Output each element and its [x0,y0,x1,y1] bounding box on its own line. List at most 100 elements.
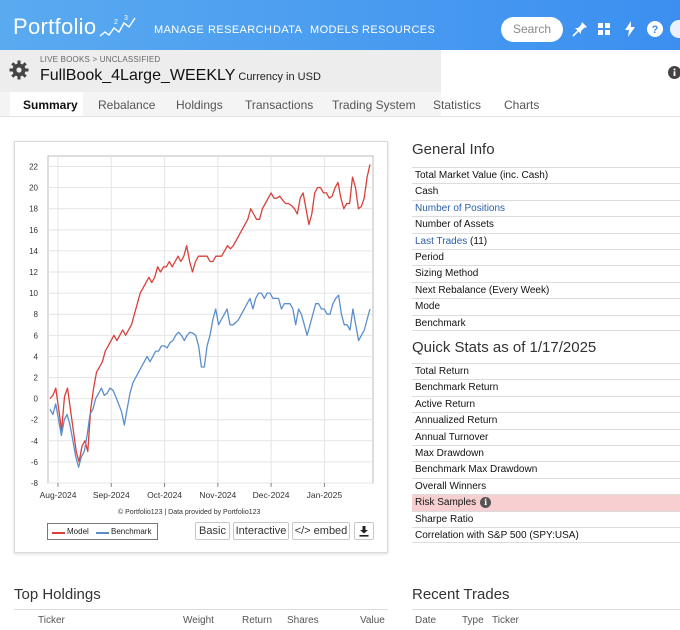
legend-benchmark-label: Benchmark [111,527,152,536]
trades-col-ticker[interactable]: Ticker [492,615,519,626]
holdings-col-value[interactable]: Value [360,615,385,626]
holdings-col-shares[interactable]: Shares [287,615,319,626]
general-info-row: Cash [412,183,680,199]
y-tick-label: -4 [31,437,39,446]
tab-holdings[interactable]: Holdings [176,98,223,112]
y-tick-label: 2 [34,374,39,383]
legend-benchmark-swatch [96,532,109,534]
embed-button[interactable]: </> embed [292,522,350,540]
quick-stats-label: Correlation with S&P 500 (SPY:USA) [415,529,579,541]
tab-transactions[interactable]: Transactions [245,98,314,112]
holdings-col-weight[interactable]: Weight [183,615,214,626]
quick-stats-row: Active Return [412,395,680,412]
quick-stats-label: Overall Winners [415,480,487,492]
trades-col-date[interactable]: Date [415,615,437,626]
quick-stats-row: Risk Samples i [412,494,680,511]
general-info-row: Next Rebalance (Every Week) [412,281,680,298]
trades-col-type[interactable]: Type [462,615,484,626]
tab-charts[interactable]: Charts [504,98,540,112]
quick-stats-label: Annualized Return [415,415,498,427]
holdings-col-return[interactable]: Return [242,615,273,626]
tab-rebalance[interactable]: Rebalance [98,98,156,112]
general-info-row: Number of Assets [412,216,680,232]
holdings-col-ticker[interactable]: Ticker [38,615,65,626]
svg-text:2: 2 [114,19,118,26]
general-info-label: Total Market Value (inc. Cash) [415,170,549,181]
user-icon[interactable] [669,19,680,39]
general-info-label[interactable]: Number of Positions [415,202,506,214]
general-info-label: Cash [415,186,439,198]
basic-chart-button[interactable]: Basic [195,522,230,540]
top-holdings-title: Top Holdings [14,586,101,603]
search-input[interactable]: Search [501,17,563,42]
quick-stats-row: Annual Turnover [412,428,680,445]
quick-stats-label: Benchmark Max Drawdown [415,464,538,476]
download-button[interactable] [354,522,374,540]
nav-research[interactable]: RESEARCH [208,24,273,36]
breadcrumb[interactable]: LIVE BOOKS > UNCLASSIFIED [40,55,161,64]
y-tick-label: -2 [31,416,39,425]
info-icon[interactable]: i [480,497,492,509]
interactive-chart-button[interactable]: Interactive [233,522,289,540]
nav-data[interactable]: DATA [273,24,303,36]
series-line-benchmark[interactable] [49,292,371,468]
nav-resources[interactable]: RESOURCES [362,24,436,36]
quick-stats-label: Annual Turnover [415,431,489,443]
recent-trades-title: Recent Trades [412,586,510,603]
y-tick-label: 16 [29,226,38,235]
grid-icon[interactable] [594,19,614,39]
quick-stats-row: Total Return [412,363,680,379]
active-tab-background [10,92,83,116]
book-name: FullBook_4Large_WEEKLY [40,67,236,84]
quick-stats-row: Annualized Return [412,412,680,428]
y-tick-label: 6 [34,331,39,340]
x-tick-label: Oct-2024 [147,490,182,500]
tab-trading-system[interactable]: Trading System [332,98,416,112]
general-info-row: Period [412,248,680,265]
x-tick-label: Aug-2024 [40,490,77,500]
tab-statistics[interactable]: Statistics [433,98,482,112]
tab-summary[interactable]: Summary [23,98,78,112]
help-icon[interactable]: ? [645,19,665,39]
quick-stats-label: Sharpe Ratio [415,513,474,525]
chart-credit: © Portfolio123 | Data provided by Portfo… [118,509,261,516]
general-info-label: Benchmark [415,317,466,329]
legend-model-swatch [52,532,65,534]
gear-icon[interactable] [9,60,29,80]
quick-stats-label: Benchmark Return [415,382,499,394]
general-info-label[interactable]: Last Trades [415,235,468,247]
quick-stats-row: Overall Winners [412,477,680,494]
general-info-title: General Info [412,141,495,158]
quick-stats-row: Max Drawdown [412,444,680,461]
general-info-row: Total Market Value (inc. Cash) [412,167,680,183]
page-title: FullBook_4Large_WEEKLY Currency in USD [40,67,321,85]
y-tick-label: 14 [29,247,38,256]
nav-models[interactable]: MODELS [310,24,359,36]
book-header [0,50,441,92]
x-tick-label: Jan-2025 [307,490,343,500]
logo[interactable]: Portfolio [13,14,97,39]
general-info-row[interactable]: Number of Positions [412,199,680,216]
y-tick-label: 4 [34,352,39,361]
general-info-row[interactable]: Last Trades (11) [412,232,680,249]
trades-table-header [412,609,680,630]
pin-icon[interactable] [570,19,590,39]
x-tick-label: Dec-2024 [253,490,290,500]
quick-stats-row: Correlation with S&P 500 (SPY:USA) [412,526,680,544]
quick-stats-row: Sharpe Ratio [412,510,680,527]
y-tick-label: -6 [31,458,39,467]
bolt-icon[interactable] [620,19,640,39]
y-tick-label: 20 [29,184,38,193]
general-info-count: (11) [467,235,488,247]
plot-area [47,155,374,484]
divider [0,116,680,117]
x-tick-label: Sep-2024 [93,490,130,500]
svg-text:3: 3 [124,15,128,22]
info-icon[interactable] [668,66,680,79]
quick-stats-label: Total Return [415,366,469,377]
quick-stats-row: Benchmark Max Drawdown [412,461,680,477]
legend-model-label: Model [67,527,89,536]
series-line-model[interactable] [49,164,371,463]
nav-manage[interactable]: MANAGE [154,24,205,36]
